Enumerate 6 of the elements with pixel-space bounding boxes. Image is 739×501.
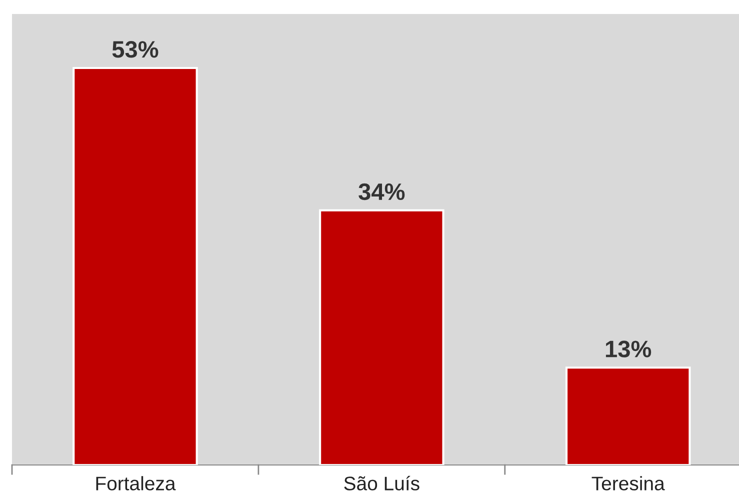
data-label: 53% xyxy=(112,41,158,58)
data-label: 34% xyxy=(358,183,405,200)
data-label: 13% xyxy=(606,340,652,358)
x-tick-label: São Luís xyxy=(344,476,420,490)
x-tick-label: Fortaleza xyxy=(96,476,176,490)
x-tick-label: Teresina xyxy=(592,476,665,490)
